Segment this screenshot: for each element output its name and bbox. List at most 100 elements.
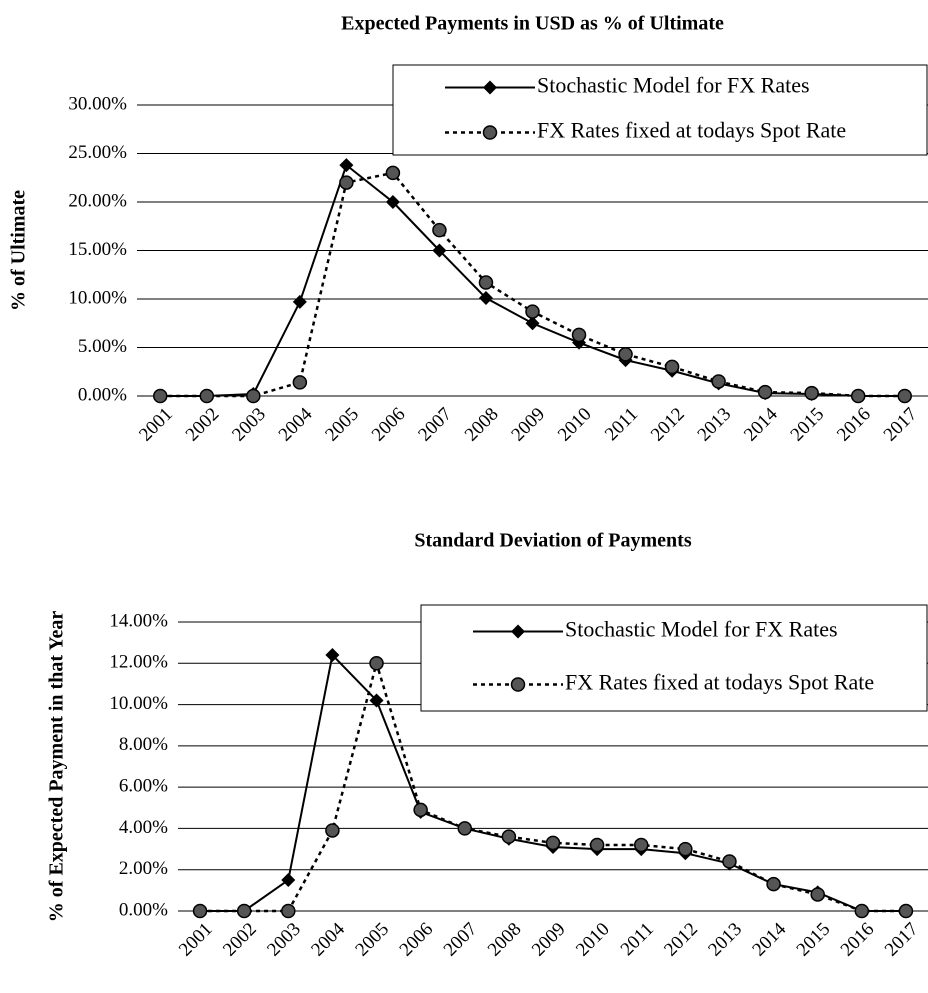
y-tick-label: 12.00% <box>109 652 168 673</box>
x-tick-label: 2015 <box>793 919 835 961</box>
circle-marker <box>850 388 866 404</box>
legend-marker <box>483 80 497 95</box>
circle-marker <box>413 802 428 818</box>
y-tick-label: 10.00% <box>109 693 168 714</box>
circle-marker <box>897 388 912 404</box>
x-tick-label: 2010 <box>572 919 614 961</box>
circle-marker <box>325 823 340 838</box>
diamond-marker <box>292 294 307 309</box>
y-tick-label: 25.00% <box>68 142 127 163</box>
x-tick-label: 2011 <box>617 919 658 960</box>
y-tick-label: 0.00% <box>78 384 127 405</box>
legend-label: Stochastic Model for FX Rates <box>537 73 810 98</box>
circle-marker <box>457 821 473 836</box>
x-tick-label: 2004 <box>275 403 317 445</box>
x-tick-label: 2006 <box>368 404 410 446</box>
y-tick-label: 8.00% <box>119 734 168 755</box>
x-tick-label: 2014 <box>740 403 782 445</box>
diamond-marker <box>369 693 384 708</box>
y-tick-label: 10.00% <box>68 287 127 308</box>
x-tick-label: 2006 <box>396 919 438 961</box>
x-tick-label: 2012 <box>647 404 689 446</box>
x-tick-label: 2007 <box>440 919 482 961</box>
x-tick-label: 2001 <box>175 919 217 961</box>
y-tick-label: 6.00% <box>119 776 168 797</box>
x-tick-label: 2005 <box>351 919 393 961</box>
diamond-marker <box>281 873 296 888</box>
series-line <box>160 171 905 398</box>
legend-label: Stochastic Model for FX Rates <box>565 617 838 642</box>
circle-marker <box>589 837 605 853</box>
y-tick-label: 5.00% <box>78 336 127 357</box>
x-tick-label: 2005 <box>321 404 363 446</box>
legend-marker <box>482 125 498 140</box>
y-tick-label: 4.00% <box>119 817 168 838</box>
circle-marker <box>292 375 308 390</box>
legend-box <box>420 604 928 712</box>
y-tick-label: 2.00% <box>119 858 168 879</box>
x-tick-label: 2017 <box>880 404 922 446</box>
y-tick-label: 15.00% <box>68 239 127 260</box>
y-axis-label: % of Ultimate <box>8 190 30 311</box>
x-tick-label: 2011 <box>601 404 642 445</box>
y-tick-label: 30.00% <box>68 93 127 114</box>
circle-marker <box>369 656 384 671</box>
circle-marker <box>804 385 819 401</box>
diamond-marker <box>325 648 340 663</box>
x-tick-label: 2007 <box>414 404 456 446</box>
x-tick-label: 2001 <box>135 404 177 446</box>
x-tick-label: 2003 <box>228 404 270 446</box>
circle-marker <box>153 388 168 404</box>
x-tick-label: 2014 <box>748 918 790 960</box>
x-tick-label: 2008 <box>484 919 526 961</box>
x-tick-label: 2016 <box>837 919 879 961</box>
x-tick-label: 2002 <box>219 919 261 961</box>
circle-marker <box>478 275 494 290</box>
x-tick-label: 2012 <box>660 919 702 961</box>
circle-marker <box>199 388 215 404</box>
y-axis-label: % of Expected Payment in that Year <box>46 611 68 923</box>
circle-marker <box>664 359 680 375</box>
x-tick-label: 2009 <box>528 919 570 961</box>
legend-label: FX Rates fixed at todays Spot Rate <box>565 670 874 695</box>
x-tick-label: 2013 <box>704 919 746 961</box>
x-tick-label: 2015 <box>787 404 829 446</box>
diamond-marker <box>478 291 493 306</box>
circle-marker <box>766 876 781 892</box>
diamond-marker <box>525 316 540 331</box>
x-tick-label: 2004 <box>307 918 349 960</box>
y-tick-label: 20.00% <box>68 190 127 211</box>
circle-marker <box>501 829 517 844</box>
circle-marker <box>545 835 561 851</box>
chart-title: Standard Deviation of Payments <box>414 530 691 552</box>
diamond-marker <box>339 158 354 173</box>
legend-marker <box>510 677 526 692</box>
legend-label: FX Rates fixed at todays Spot Rate <box>537 118 846 143</box>
legend-marker <box>511 624 525 639</box>
circle-marker <box>711 374 726 389</box>
circle-marker <box>854 903 870 919</box>
diamond-marker <box>385 195 400 209</box>
x-tick-label: 2008 <box>461 404 503 446</box>
circle-marker <box>571 327 587 343</box>
x-tick-label: 2003 <box>263 919 305 961</box>
chart-title: Expected Payments in USD as % of Ultimat… <box>341 13 724 35</box>
x-tick-label: 2013 <box>694 404 736 446</box>
circle-marker <box>525 304 540 319</box>
diamond-marker <box>432 243 447 258</box>
y-tick-label: 14.00% <box>109 610 168 631</box>
circle-marker <box>618 347 633 362</box>
circle-marker <box>339 175 354 190</box>
x-tick-label: 2016 <box>833 404 875 446</box>
circle-marker <box>722 854 737 869</box>
circle-marker <box>281 903 296 919</box>
x-tick-label: 2017 <box>881 919 923 961</box>
circle-marker <box>236 903 252 919</box>
circle-marker <box>898 903 914 919</box>
circle-marker <box>633 837 649 853</box>
series-line <box>160 163 905 397</box>
circle-marker <box>757 384 773 400</box>
circle-marker <box>192 903 208 919</box>
circle-marker <box>246 388 261 404</box>
